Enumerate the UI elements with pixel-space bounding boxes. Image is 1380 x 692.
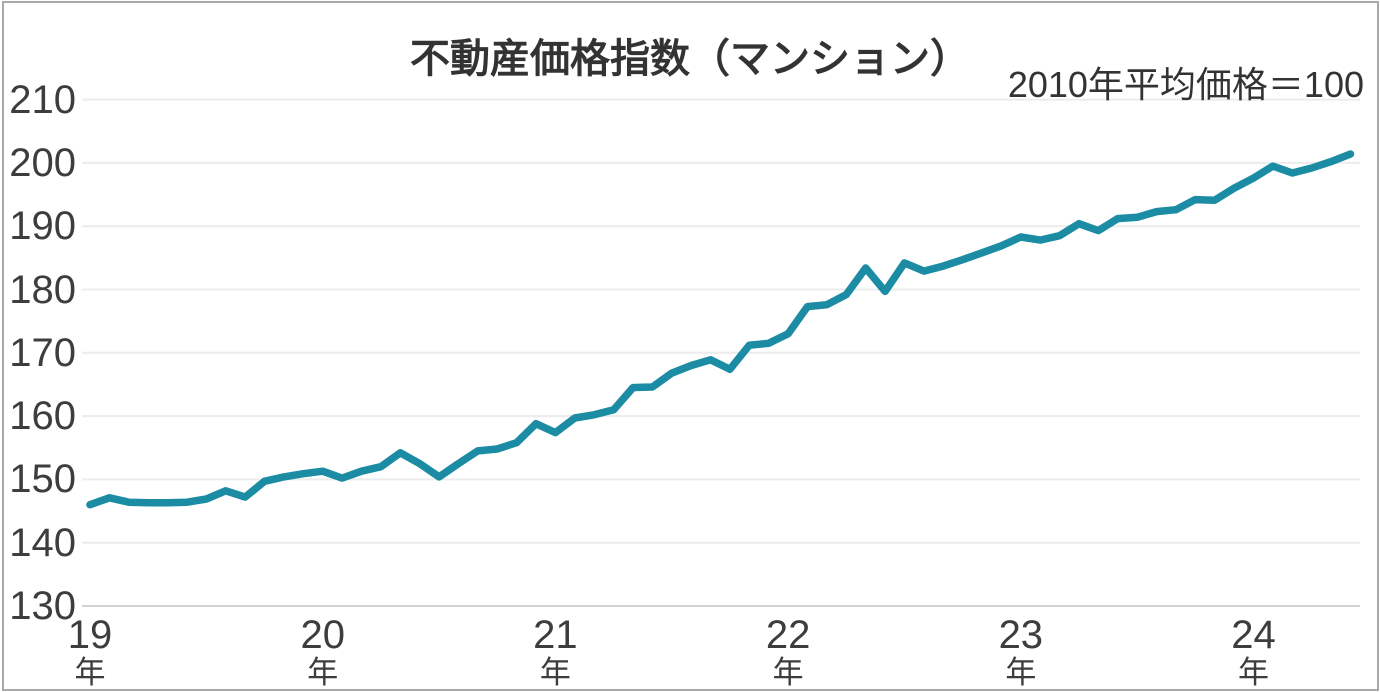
x-tick-label: 23 年 [999, 614, 1044, 690]
x-tick-label: 21 年 [533, 614, 578, 690]
x-tick-year-suffix: 年 [74, 655, 106, 690]
y-tick-label: 150 [9, 457, 76, 502]
y-tick-label: 200 [9, 140, 76, 185]
x-tick-year: 22 [765, 613, 811, 657]
x-tick-label: 20 年 [300, 614, 345, 690]
x-tick-year: 24 [1231, 613, 1276, 657]
chart-note: 2010年平均価格＝100 [1007, 64, 1364, 105]
x-tick-year-suffix: 年 [772, 655, 804, 690]
y-tick-label: 180 [9, 267, 76, 312]
y-tick-label: 160 [9, 394, 76, 439]
price-index-line [86, 150, 1355, 509]
x-tick-label: 24 年 [1231, 614, 1276, 690]
x-tick-year-suffix: 年 [307, 655, 339, 690]
chart-title: 不動産価格指数（マンション） [410, 37, 970, 81]
x-tick-year-suffix: 年 [539, 655, 571, 690]
x-tick-year-suffix: 年 [1005, 655, 1037, 690]
x-tick-year-suffix: 年 [1238, 655, 1270, 690]
x-tick-year: 20 [300, 613, 345, 657]
x-tick-label: 19 年 [68, 614, 113, 690]
y-tick-label: 170 [9, 330, 76, 375]
y-tick-label: 130 [9, 584, 76, 628]
x-tick-label: 22 年 [766, 614, 811, 690]
x-tick-year: 23 [998, 613, 1044, 657]
y-tick-label: 190 [9, 204, 76, 249]
gridlines [82, 98, 1360, 607]
y-tick-label: 210 [9, 77, 76, 122]
x-tick-year: 21 [533, 613, 578, 657]
x-tick-year: 19 [67, 613, 113, 657]
y-tick-label: 140 [9, 520, 76, 565]
